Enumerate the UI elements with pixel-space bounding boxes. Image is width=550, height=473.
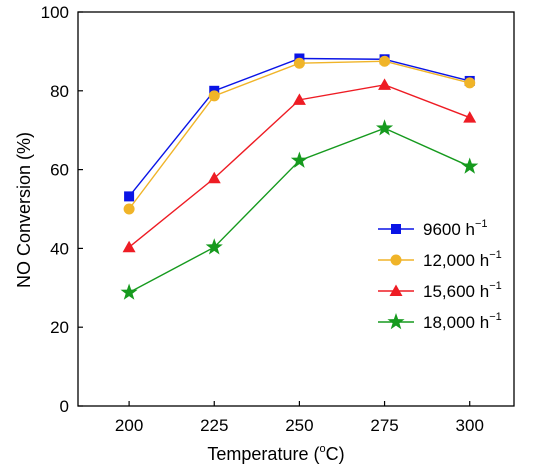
legend-label-sup: −1 (475, 218, 488, 230)
y-tick-label: 20 (50, 318, 69, 337)
data-point (122, 240, 136, 253)
legend-item-4: 18,000 h−1 (378, 311, 502, 332)
y-tick-label: 60 (50, 161, 69, 180)
data-point (464, 77, 476, 89)
legend-label: 15,600 h−1 (423, 280, 502, 301)
legend-marker (390, 254, 402, 266)
series-1 (124, 53, 475, 202)
x-axis-title-unit: C) (326, 444, 345, 464)
legend-label-main: 12,000 h (423, 251, 489, 270)
x-tick-label: 275 (370, 416, 398, 435)
data-point (376, 119, 394, 136)
legend-marker (391, 224, 401, 234)
data-point (290, 151, 308, 168)
data-point (124, 191, 135, 202)
legend-item-1: 9600 h−1 (378, 218, 488, 239)
data-point (208, 90, 220, 102)
data-point (463, 111, 477, 123)
legend-marker (389, 284, 403, 296)
legend-label: 9600 h−1 (423, 218, 488, 239)
data-point (293, 57, 305, 69)
x-axis-title: Temperature (oC) (207, 443, 344, 464)
series-3 (122, 78, 477, 253)
x-tick-label: 200 (115, 416, 143, 435)
y-tick-label: 0 (60, 397, 69, 416)
legend-label: 18,000 h−1 (423, 311, 502, 332)
data-point (461, 157, 479, 174)
series-layer (120, 53, 479, 300)
legend-label-sup: −1 (489, 280, 502, 292)
legend-label-sup: −1 (489, 249, 502, 261)
x-tick-label: 300 (456, 416, 484, 435)
series-line (128, 60, 470, 210)
data-point (205, 238, 223, 255)
legend-label: 12,000 h−1 (423, 249, 502, 270)
plot-frame (77, 11, 515, 407)
legend-item-3: 15,600 h−1 (378, 280, 502, 301)
x-axis-title-degree: o (319, 443, 325, 455)
legend-label-main: 18,000 h (423, 313, 489, 332)
data-point (120, 283, 138, 300)
legend: 9600 h−112,000 h−115,600 h−118,000 h−1 (378, 218, 502, 332)
data-point (207, 171, 221, 184)
y-axis-title: NO Conversion (%) (14, 132, 34, 288)
legend-item-2: 12,000 h−1 (378, 249, 502, 270)
data-point (379, 55, 391, 67)
axes: 200 225 250 275 300 0 20 40 60 80 100 (41, 3, 515, 435)
data-point (123, 203, 135, 215)
data-point (292, 93, 306, 105)
y-tick-label: 80 (50, 82, 69, 101)
data-point (378, 78, 392, 90)
legend-label-main: 9600 h (423, 220, 475, 239)
legend-marker (387, 313, 405, 330)
x-tick-label: 250 (285, 416, 313, 435)
series-2 (123, 55, 476, 215)
legend-label-sup: −1 (489, 311, 502, 323)
legend-label-main: 15,600 h (423, 282, 489, 301)
series-line (128, 84, 470, 248)
y-tick-label: 40 (50, 239, 69, 258)
y-tick-label: 100 (41, 3, 69, 22)
series-4 (120, 119, 479, 300)
x-axis-title-main: Temperature ( (207, 444, 319, 464)
x-tick-label: 225 (200, 416, 228, 435)
series-line (128, 57, 470, 197)
